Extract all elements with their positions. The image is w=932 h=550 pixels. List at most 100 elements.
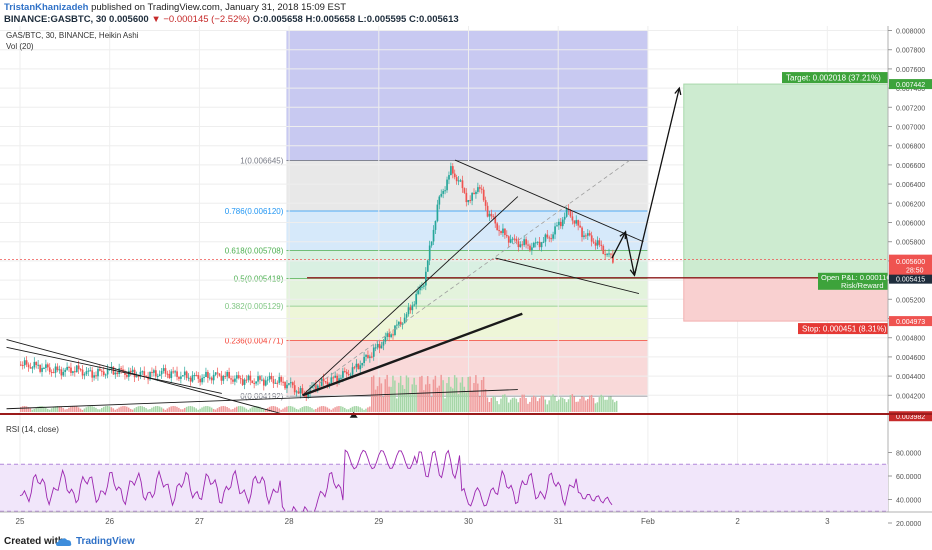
candle — [293, 385, 296, 393]
volume-bar — [592, 397, 595, 412]
candle — [266, 379, 269, 381]
candle — [77, 365, 80, 370]
candle — [129, 370, 132, 373]
candle — [573, 220, 576, 224]
candle — [608, 253, 610, 255]
volume-bar — [351, 406, 354, 412]
price-tick-label: 0.007400 — [896, 86, 925, 93]
volume-bar — [280, 409, 282, 412]
volume-bar — [571, 394, 574, 412]
volume-bar — [559, 397, 562, 412]
volume-bar — [567, 399, 570, 412]
candle — [558, 221, 560, 226]
volume-bar — [500, 398, 502, 412]
candle — [141, 371, 144, 373]
candle — [384, 336, 387, 342]
volume-bar — [20, 406, 22, 412]
candle — [475, 191, 477, 195]
candle — [546, 234, 549, 238]
volume-bar — [91, 406, 93, 412]
volume-bar — [517, 402, 520, 412]
candle — [438, 196, 441, 205]
candle — [424, 271, 427, 286]
candle — [399, 321, 402, 325]
volume-bar — [334, 407, 336, 412]
volume-bar — [50, 408, 53, 412]
down-arrow-icon: ▼ — [151, 14, 161, 25]
time-tick-label: Feb — [641, 517, 655, 526]
volume-bar — [442, 380, 444, 412]
candle — [170, 371, 173, 379]
volume-bar — [480, 380, 483, 412]
candle — [195, 375, 198, 377]
candle — [334, 375, 337, 378]
volume-bar — [367, 407, 369, 412]
rsi-label: RSI (14, close) — [6, 425, 59, 434]
candle — [569, 210, 572, 217]
candle — [519, 244, 522, 248]
author-link[interactable]: TristanKhanizadeh — [4, 2, 89, 13]
volume-bar — [509, 399, 512, 412]
volume-bar — [185, 406, 188, 412]
candle — [480, 188, 483, 190]
volume-bar — [484, 389, 487, 412]
volume-bar — [110, 407, 113, 412]
candle — [27, 364, 30, 368]
candle — [386, 333, 389, 337]
candle — [372, 347, 375, 357]
candle — [56, 366, 59, 371]
volume-bar — [342, 406, 344, 412]
volume-bar — [515, 398, 518, 412]
volume-bar — [29, 408, 32, 412]
candle — [288, 383, 290, 385]
price-chart[interactable]: 1(0.006645) 0.786(0.006120) 0.618(0.005708… — [0, 0, 932, 532]
volume-bar — [482, 376, 485, 412]
candle — [571, 216, 574, 221]
volume-bar — [203, 406, 205, 412]
volume-bar — [126, 406, 128, 412]
volume-bar — [573, 396, 575, 412]
candle — [60, 369, 63, 376]
candle — [234, 378, 236, 382]
volume-bar — [374, 389, 377, 412]
candle — [324, 381, 327, 383]
volume-bar — [60, 406, 62, 412]
price-tick-label: 0.004400 — [896, 374, 925, 381]
volume-bar — [428, 383, 431, 412]
volume-bar — [382, 396, 385, 412]
candle — [151, 371, 153, 373]
candle — [120, 368, 122, 370]
candle — [448, 175, 450, 180]
volume-bar — [216, 408, 219, 412]
candle — [581, 227, 583, 238]
volume-bar — [133, 408, 136, 412]
price-label-bg — [889, 411, 932, 422]
candle — [351, 367, 354, 375]
volume-bar — [417, 392, 419, 412]
candle — [394, 325, 396, 335]
ohlc-low: L:0.005595 — [357, 14, 407, 25]
volume-bar — [550, 395, 552, 412]
volume-bar — [270, 406, 273, 412]
volume-bar — [100, 407, 103, 412]
candle — [521, 244, 524, 246]
candle — [440, 193, 443, 197]
volume-bar — [210, 407, 213, 412]
price-label: 0.004973 — [896, 319, 925, 326]
candle — [149, 371, 151, 380]
candle — [284, 382, 286, 389]
fib-level-label: 0.618(0.005708) — [225, 247, 284, 256]
volume-bar — [434, 375, 437, 412]
candle — [193, 375, 196, 377]
candle — [68, 366, 70, 368]
volume-bar — [519, 397, 521, 412]
volume-bar — [235, 406, 238, 412]
candle — [320, 378, 323, 386]
candle — [349, 374, 352, 376]
candle — [450, 166, 452, 176]
volume-bar — [347, 409, 350, 412]
volume-bar — [588, 395, 591, 412]
fib-zone — [286, 340, 648, 397]
footer-brand[interactable]: TradingView — [76, 536, 135, 547]
volume-bar — [397, 382, 400, 412]
